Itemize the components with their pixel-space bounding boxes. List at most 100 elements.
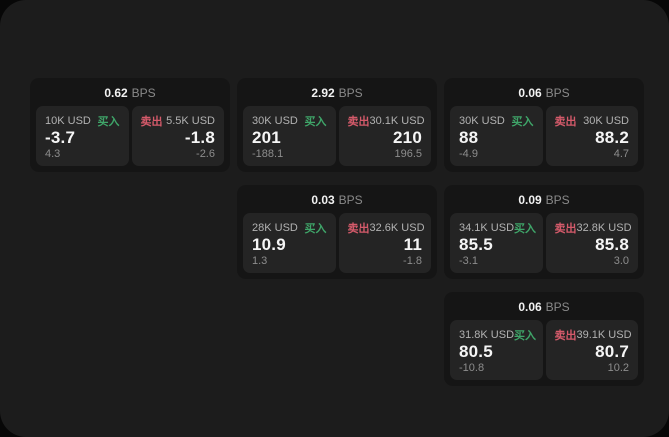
card-header: 0.06 BPS bbox=[450, 83, 638, 103]
buy-amount: 10K USD bbox=[45, 115, 91, 127]
sell-sub-value: 4.7 bbox=[613, 148, 629, 160]
buy-amount: 28K USD bbox=[252, 222, 298, 234]
buy-panel[interactable]: 30K USD 买入 201 -188.1 bbox=[243, 106, 336, 166]
quote-card: 0.09 BPS 34.1K USD 买入 85.5 -3.1 卖出 32.8K… bbox=[444, 185, 644, 279]
buy-amount: 30K USD bbox=[252, 115, 298, 127]
card-header: 0.06 BPS bbox=[450, 297, 638, 317]
bps-value: 0.62 bbox=[104, 86, 128, 100]
bps-value: 0.06 bbox=[518, 86, 542, 100]
buy-value: 10.9 bbox=[252, 235, 286, 255]
buy-sub-value: -188.1 bbox=[252, 148, 284, 160]
sell-value: 11 bbox=[403, 235, 422, 255]
sell-panel[interactable]: 卖出 32.6K USD 11 -1.8 bbox=[338, 213, 431, 273]
buy-value: 85.5 bbox=[459, 235, 493, 255]
sell-sub-value: 196.5 bbox=[394, 148, 422, 160]
sell-amount: 30K USD bbox=[583, 115, 629, 127]
bps-unit-label: BPS bbox=[545, 193, 570, 207]
card-header: 0.03 BPS bbox=[243, 190, 431, 210]
buy-panel-top: 10K USD 买入 bbox=[45, 113, 120, 129]
sell-amount: 5.5K USD bbox=[166, 115, 215, 127]
buy-panel-top: 28K USD 买入 bbox=[252, 220, 327, 236]
buy-badge: 买入 bbox=[97, 116, 120, 128]
bps-unit-label: BPS bbox=[338, 193, 363, 207]
bps-unit-label: BPS bbox=[545, 300, 570, 314]
quote-card: 2.92 BPS 30K USD 买入 201 -188.1 卖出 30.1K … bbox=[237, 78, 437, 172]
sell-sub-value: 3.0 bbox=[613, 255, 629, 267]
sell-value: 210 bbox=[393, 128, 422, 148]
quote-panels: 34.1K USD 买入 85.5 -3.1 卖出 32.8K USD 85.8… bbox=[450, 213, 638, 273]
buy-badge: 买入 bbox=[304, 116, 327, 128]
sell-panel[interactable]: 卖出 30.1K USD 210 196.5 bbox=[338, 106, 431, 166]
bps-value: 2.92 bbox=[311, 86, 335, 100]
quote-card: 0.62 BPS 10K USD 买入 -3.7 4.3 卖出 5.5K USD… bbox=[30, 78, 230, 172]
buy-amount: 30K USD bbox=[459, 115, 505, 127]
buy-panel-top: 31.8K USD 买入 bbox=[459, 327, 537, 343]
sell-panel-top: 卖出 30.1K USD bbox=[348, 113, 425, 129]
sell-panel-top: 卖出 32.8K USD bbox=[554, 220, 632, 236]
buy-sub-value: 4.3 bbox=[45, 148, 61, 160]
sell-panel-top: 卖出 30K USD bbox=[555, 113, 630, 129]
sell-value: 80.7 bbox=[595, 342, 629, 362]
buy-amount: 31.8K USD bbox=[459, 329, 515, 341]
quote-card: 0.06 BPS 31.8K USD 买入 80.5 -10.8 卖出 39.1… bbox=[444, 292, 644, 386]
buy-badge: 买入 bbox=[514, 330, 537, 342]
bps-value: 0.03 bbox=[311, 193, 335, 207]
buy-badge: 买入 bbox=[304, 223, 327, 235]
buy-panel[interactable]: 34.1K USD 买入 85.5 -3.1 bbox=[450, 213, 543, 273]
buy-value: 88 bbox=[459, 128, 479, 148]
sell-badge: 卖出 bbox=[554, 223, 577, 235]
sell-panel[interactable]: 卖出 5.5K USD -1.8 -2.6 bbox=[131, 106, 224, 166]
bps-unit-label: BPS bbox=[338, 86, 363, 100]
sell-panel-top: 卖出 39.1K USD bbox=[555, 327, 632, 343]
buy-sub-value: -10.8 bbox=[459, 362, 485, 374]
card-header: 0.09 BPS bbox=[450, 190, 638, 210]
sell-badge: 卖出 bbox=[140, 116, 163, 128]
buy-sub-value: -4.9 bbox=[459, 148, 478, 160]
sell-sub-value: -1.8 bbox=[403, 255, 422, 267]
sell-panel-top: 卖出 5.5K USD bbox=[141, 113, 216, 129]
sell-value: -1.8 bbox=[184, 128, 215, 148]
quote-card: 0.03 BPS 28K USD 买入 10.9 1.3 卖出 32.6K US… bbox=[237, 185, 437, 279]
bps-value: 0.09 bbox=[518, 193, 542, 207]
sell-badge: 卖出 bbox=[347, 223, 370, 235]
quote-panels: 31.8K USD 买入 80.5 -10.8 卖出 39.1K USD 80.… bbox=[450, 320, 638, 380]
sell-amount: 32.6K USD bbox=[369, 222, 425, 234]
buy-panel[interactable]: 10K USD 买入 -3.7 4.3 bbox=[36, 106, 129, 166]
buy-sub-value: 1.3 bbox=[252, 255, 268, 267]
bps-unit-label: BPS bbox=[545, 86, 570, 100]
buy-panel[interactable]: 28K USD 买入 10.9 1.3 bbox=[243, 213, 336, 273]
buy-sub-value: -3.1 bbox=[459, 255, 478, 267]
buy-panel-top: 30K USD 买入 bbox=[459, 113, 534, 129]
sell-badge: 卖出 bbox=[554, 116, 577, 128]
quote-card-grid: 0.62 BPS 10K USD 买入 -3.7 4.3 卖出 5.5K USD… bbox=[30, 78, 644, 386]
sell-value: 88.2 bbox=[595, 128, 629, 148]
sell-panel-top: 卖出 32.6K USD bbox=[347, 220, 425, 236]
sell-amount: 30.1K USD bbox=[369, 115, 425, 127]
sell-amount: 39.1K USD bbox=[576, 329, 632, 341]
quote-panels: 28K USD 买入 10.9 1.3 卖出 32.6K USD 11 -1.8 bbox=[243, 213, 431, 273]
sell-panel[interactable]: 卖出 32.8K USD 85.8 3.0 bbox=[545, 213, 638, 273]
buy-value: 80.5 bbox=[459, 342, 493, 362]
quote-panels: 10K USD 买入 -3.7 4.3 卖出 5.5K USD -1.8 -2.… bbox=[36, 106, 224, 166]
buy-panel[interactable]: 30K USD 买入 88 -4.9 bbox=[450, 106, 543, 166]
buy-amount: 34.1K USD bbox=[459, 222, 515, 234]
bps-unit-label: BPS bbox=[131, 86, 156, 100]
card-header: 0.62 BPS bbox=[36, 83, 224, 103]
buy-panel[interactable]: 31.8K USD 买入 80.5 -10.8 bbox=[450, 320, 543, 380]
buy-badge: 买入 bbox=[514, 223, 537, 235]
quote-panels: 30K USD 买入 88 -4.9 卖出 30K USD 88.2 4.7 bbox=[450, 106, 638, 166]
buy-value: 201 bbox=[252, 128, 281, 148]
quote-card: 0.06 BPS 30K USD 买入 88 -4.9 卖出 30K USD 8… bbox=[444, 78, 644, 172]
buy-panel-top: 34.1K USD 买入 bbox=[459, 220, 537, 236]
quote-panels: 30K USD 买入 201 -188.1 卖出 30.1K USD 210 1… bbox=[243, 106, 431, 166]
sell-sub-value: -2.6 bbox=[196, 148, 215, 160]
sell-panel[interactable]: 卖出 39.1K USD 80.7 10.2 bbox=[545, 320, 638, 380]
sell-amount: 32.8K USD bbox=[576, 222, 632, 234]
sell-value: 85.8 bbox=[595, 235, 629, 255]
sell-sub-value: 10.2 bbox=[607, 362, 629, 374]
sell-panel[interactable]: 卖出 30K USD 88.2 4.7 bbox=[545, 106, 638, 166]
buy-panel-top: 30K USD 买入 bbox=[252, 113, 327, 129]
bps-value: 0.06 bbox=[518, 300, 542, 314]
buy-badge: 买入 bbox=[511, 116, 534, 128]
